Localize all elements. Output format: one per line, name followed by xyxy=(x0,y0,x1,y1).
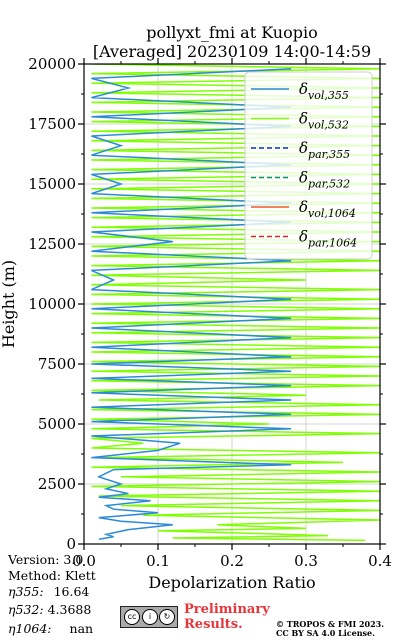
by-icon: i xyxy=(142,609,158,625)
x-tick-label: 0.1 xyxy=(146,552,170,570)
method-text: Method: Klett xyxy=(8,568,96,583)
y-tick-label: 12500 xyxy=(28,235,76,253)
x-tick-label: 0.4 xyxy=(368,552,392,570)
y-tick-label: 2500 xyxy=(38,475,76,493)
eta355-row: η355: 16.64 xyxy=(8,584,89,600)
x-tick-label: 0.3 xyxy=(294,552,318,570)
chart-title: pollyxt_fmi at Kuopio xyxy=(146,23,317,42)
sa-icon: ↻ xyxy=(159,609,175,625)
y-tick-label: 20000 xyxy=(28,55,76,73)
eta1064-value: nan xyxy=(69,621,94,636)
legend-label: δpar,355 xyxy=(299,139,350,161)
y-tick-label: 5000 xyxy=(38,415,76,433)
legend-label-main: δ xyxy=(299,110,308,128)
cc-icon: cc xyxy=(124,609,140,625)
y-tick-label: 17500 xyxy=(28,115,76,133)
x-tick-label: 0.2 xyxy=(220,552,244,570)
copyright-text: © TROPOS & FMI 2023. CC BY SA 4.0 Licens… xyxy=(276,619,385,638)
legend-label-sub: par,1064 xyxy=(308,237,357,250)
legend-label: δvol,1064 xyxy=(299,198,356,220)
legend-label: δpar,1064 xyxy=(299,228,357,250)
legend-label: δvol,355 xyxy=(299,80,349,102)
eta1064-label: η1064: xyxy=(8,621,52,636)
eta532-row: η532: 4.3688 xyxy=(8,602,91,618)
legend-label: δpar,532 xyxy=(299,169,350,191)
cc-license-badge: cc i ↻ xyxy=(120,606,178,628)
x-tick-label: 0.0 xyxy=(72,552,96,570)
y-axis-label: Height (m) xyxy=(0,260,18,348)
axis-ticks: 0.0 0.1 0.2 0.3 0.4 0 2500 5000 7500 10000 12500 15… xyxy=(28,55,392,570)
legend-label-main: δ xyxy=(299,228,308,246)
legend: δvol,355δvol,532δpar,355δpar,532δvol,106… xyxy=(244,71,373,260)
legend-label-sub: vol,1064 xyxy=(308,207,356,220)
eta532-label: η532: xyxy=(8,602,44,617)
y-tick-label: 0 xyxy=(66,535,76,553)
eta532-value: 4.3688 xyxy=(47,602,92,617)
legend-label-sub: par,532 xyxy=(308,178,350,191)
chart-subtitle: [Averaged] 20230109 14:00-14:59 xyxy=(93,42,371,61)
y-tick-label: 7500 xyxy=(38,355,76,373)
x-axis-label: Depolarization Ratio xyxy=(148,573,315,592)
legend-label-main: δ xyxy=(299,169,308,187)
legend-label-sub: vol,532 xyxy=(308,119,349,132)
legend-label-sub: par,355 xyxy=(308,148,350,161)
version-text: Version: 3.0 xyxy=(8,552,84,567)
legend-label-main: δ xyxy=(299,198,308,216)
y-tick-label: 10000 xyxy=(28,295,76,313)
series-line-vol-355 xyxy=(91,68,292,540)
eta355-label: η355: xyxy=(8,584,44,599)
y-tick-label: 15000 xyxy=(28,175,76,193)
eta355-value: 16.64 xyxy=(53,584,90,599)
legend-label-main: δ xyxy=(299,139,308,157)
legend-label-sub: vol,355 xyxy=(308,89,349,102)
legend-label-main: δ xyxy=(299,80,308,98)
legend-label: δvol,532 xyxy=(299,110,349,132)
preliminary-results-text: Preliminary Results. xyxy=(184,602,270,632)
eta1064-row: η1064: nan xyxy=(8,621,93,637)
series-layer xyxy=(91,64,380,542)
